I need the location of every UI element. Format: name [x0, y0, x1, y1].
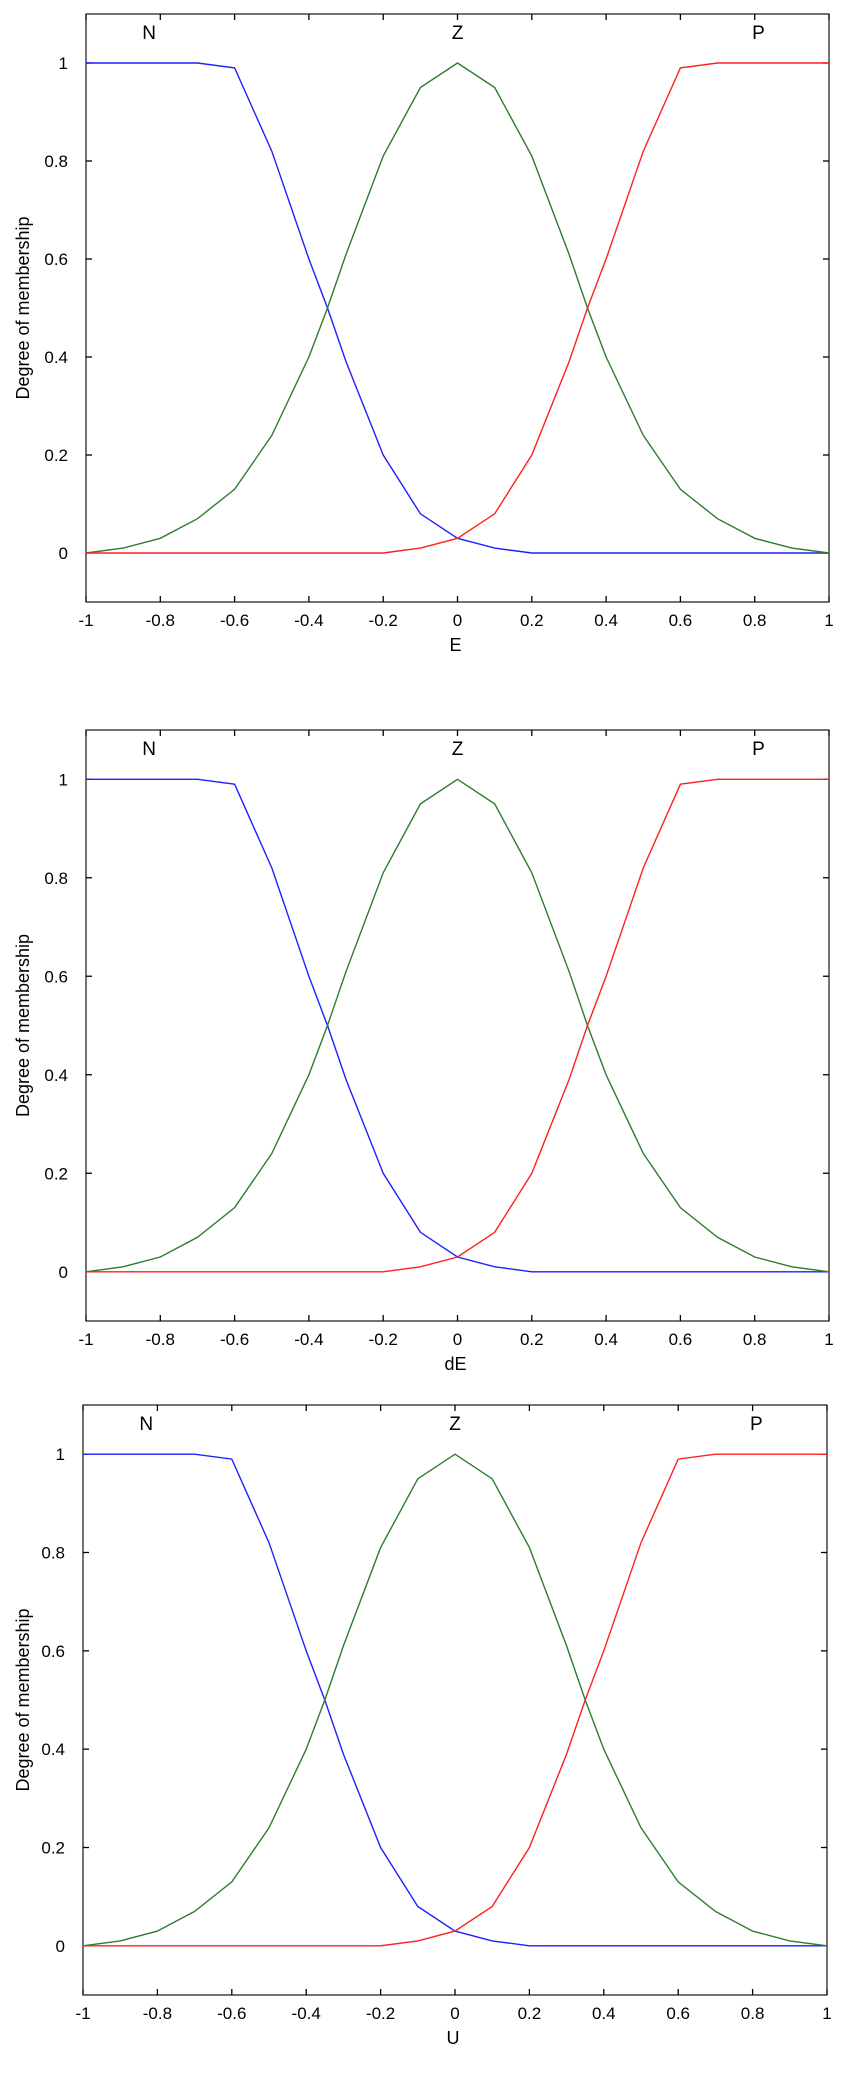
series-label-n: N [142, 23, 156, 44]
y-tick-label: 0.2 [44, 1164, 68, 1183]
x-tick-label: -1 [75, 2004, 90, 2023]
series-label-n: N [139, 1414, 153, 1435]
x-tick-label: 0 [453, 1330, 462, 1349]
series-line-n [86, 62, 829, 554]
y-tick-label: 0.2 [44, 446, 68, 465]
x-tick-label: 0 [453, 611, 462, 630]
y-tick-label: 1 [59, 770, 68, 789]
x-tick-label: 1 [822, 2004, 831, 2023]
y-tick-label: 0.4 [44, 1066, 68, 1085]
chart-panel-1: -1 -0.8 -0.6 -0.4 -0.2 0 0.2 0.4 0.6 0.8 1 0 0.2 0.4 0… [13, 13, 834, 655]
series-line-n [83, 1453, 827, 1947]
x-tick-label: 0.4 [592, 2004, 616, 2023]
x-tick-label: 0.8 [743, 1330, 767, 1349]
x-tick-label: -1 [78, 611, 93, 630]
x-tick-label: -0.6 [220, 611, 249, 630]
series-line-p [86, 778, 829, 1273]
x-tick-label: 0.8 [743, 611, 767, 630]
y-tick-label: 0.8 [44, 869, 68, 888]
chart-panel-3: -1 -0.8 -0.6 -0.4 -0.2 0 0.2 0.4 0.6 0.8 1 0 0.2 0.4 0… [13, 1404, 832, 2048]
x-tick-label: 0.2 [520, 611, 544, 630]
y-tick-label: 0 [59, 1263, 68, 1282]
series-line-z [85, 62, 830, 554]
x-tick-label: 0.2 [520, 1330, 544, 1349]
y-tick-label: 0.6 [44, 967, 68, 986]
y-tick-label: 0.4 [41, 1740, 65, 1759]
y-axis-label: Degree of membership [13, 216, 33, 399]
x-tick-label: -0.2 [366, 2004, 395, 2023]
y-tick-label: 0.6 [44, 250, 68, 269]
y-tick-label: 0 [56, 1937, 65, 1956]
y-tick-label: 0.8 [44, 152, 68, 171]
y-tick-label: 0 [59, 544, 68, 563]
x-tick-label: -0.4 [294, 1330, 323, 1349]
y-tick-label: 1 [59, 54, 68, 73]
plot-frame [85, 729, 830, 1322]
x-tick-label: -0.2 [369, 1330, 398, 1349]
y-tick-label: 1 [56, 1445, 65, 1464]
x-tick-label: 0.6 [669, 611, 693, 630]
y-tick-label: 0.6 [41, 1642, 65, 1661]
series-label-z: Z [449, 1414, 461, 1435]
x-tick-label: 0 [450, 2004, 459, 2023]
series-line-z [82, 1453, 828, 1947]
x-tick-label: 0.6 [669, 1330, 693, 1349]
series-label-z: Z [452, 23, 464, 44]
chart-panel-2: -1 -0.8 -0.6 -0.4 -0.2 0 0.2 0.4 0.6 0.8 1 0 0.2 0.4 0… [13, 729, 834, 1374]
x-tick-label: -0.2 [369, 611, 398, 630]
x-tick-label: 0.8 [741, 2004, 765, 2023]
series-label-p: P [750, 1414, 763, 1435]
x-tick-label: 0.2 [518, 2004, 542, 2023]
x-tick-label: 1 [824, 1330, 833, 1349]
series-line-p [83, 1453, 827, 1947]
x-axis-label: U [447, 2028, 460, 2048]
x-tick-label: -1 [78, 1330, 93, 1349]
series-line-p [86, 62, 829, 554]
y-axis-label: Degree of membership [13, 934, 33, 1117]
y-tick-label: 0.2 [41, 1839, 65, 1858]
series-label-p: P [752, 739, 765, 760]
x-tick-label: -0.4 [292, 2004, 321, 2023]
y-tick-label: 0.8 [41, 1544, 65, 1563]
x-axis-label: E [449, 635, 461, 655]
x-tick-label: -0.6 [217, 2004, 246, 2023]
series-line-n [86, 778, 829, 1273]
x-axis-label: dE [444, 1354, 466, 1374]
series-label-z: Z [452, 739, 464, 760]
x-tick-label: 0.4 [594, 611, 618, 630]
y-tick-label: 0.4 [44, 348, 68, 367]
x-tick-label: -0.6 [220, 1330, 249, 1349]
plot-frame [82, 1404, 828, 1996]
x-tick-label: 0.4 [594, 1330, 618, 1349]
x-tick-label: -0.8 [146, 1330, 175, 1349]
x-tick-label: -0.8 [143, 2004, 172, 2023]
x-tick-label: -0.8 [146, 611, 175, 630]
plot-frame [85, 13, 830, 603]
y-axis-label: Degree of membership [13, 1608, 33, 1791]
x-tick-label: 1 [824, 611, 833, 630]
x-tick-label: -0.4 [294, 611, 323, 630]
x-tick-label: 0.6 [666, 2004, 690, 2023]
series-label-n: N [142, 739, 156, 760]
series-line-z [85, 778, 830, 1273]
series-label-p: P [752, 23, 765, 44]
